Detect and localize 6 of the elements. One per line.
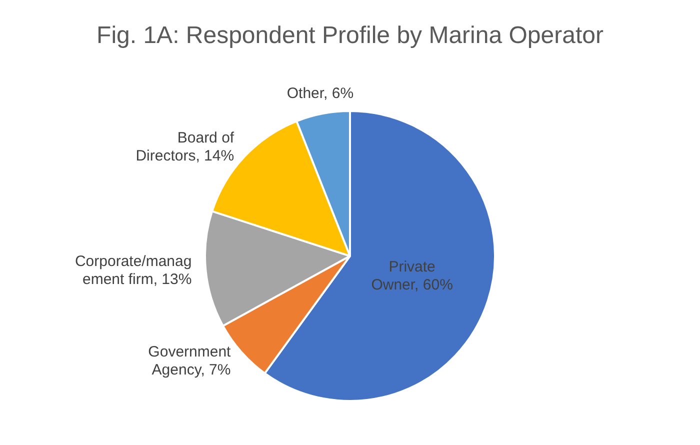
slice-label: Private Owner, 60% — [371, 258, 453, 294]
slice-label: Government Agency, 7% — [148, 343, 232, 378]
slice-label: Board of Directors, 14% — [136, 129, 235, 164]
slice-label: Other, 6% — [286, 84, 354, 102]
slice-label: Corporate/management firm, 13% — [74, 253, 192, 288]
chart-title: Fig. 1A: Respondent Profile by Marina Operator — [96, 22, 604, 50]
